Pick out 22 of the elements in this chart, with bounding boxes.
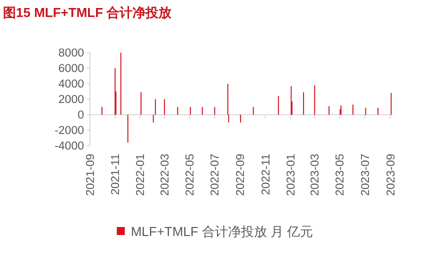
y-tick-label: -2000 — [54, 125, 84, 138]
x-tick-label: 2021-11 — [110, 154, 122, 196]
y-tick-label: 8000 — [58, 48, 84, 60]
x-tick-label: 2021-09 — [85, 154, 97, 196]
x-tick-label: 2022-03 — [159, 154, 172, 196]
x-tick-label: 2022-07 — [210, 154, 222, 196]
chart-title: 图15 MLF+TMLF 合计净投放 — [3, 5, 173, 20]
x-tick-label: 2023-09 — [385, 154, 398, 196]
x-tick-label: 2022-11 — [260, 154, 272, 196]
legend: MLF+TMLF 合计净投放 月 亿元 — [116, 224, 314, 239]
y-tick-label: 6000 — [58, 63, 84, 76]
x-tick-label: 2023-07 — [360, 154, 372, 196]
y-tick-label: 0 — [78, 110, 84, 122]
x-tick-label: 2022-09 — [235, 154, 248, 196]
y-tick-label: -4000 — [54, 140, 84, 153]
x-tick-label: 2023-03 — [310, 154, 322, 196]
x-tick-label: 2023-01 — [285, 154, 298, 196]
x-tick-label: 2022-01 — [135, 154, 148, 196]
x-tick-label: 2022-05 — [184, 154, 197, 196]
y-tick-label: 4000 — [58, 78, 84, 91]
y-tick-label: 2000 — [58, 94, 84, 106]
x-tick-label: 2023-05 — [334, 154, 347, 196]
